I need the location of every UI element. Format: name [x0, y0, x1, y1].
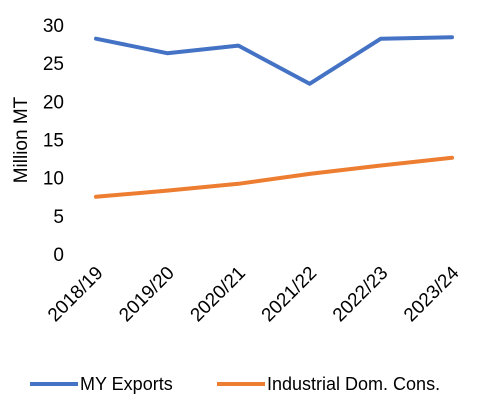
series-lines	[94, 35, 454, 199]
series-line-1	[94, 155, 454, 199]
x-tick-label: 2020/21	[187, 263, 250, 326]
x-tick-label: 2021/22	[258, 263, 321, 326]
y-tick-label: 0	[53, 245, 64, 266]
y-tick-label: 10	[43, 169, 64, 190]
x-tick-label: 2018/19	[44, 263, 107, 326]
x-tick-label: 2019/20	[115, 263, 178, 326]
y-axis-title: Million MT	[11, 96, 32, 183]
legend-label-0: MY Exports	[80, 374, 173, 394]
y-tick-label: 20	[43, 92, 64, 113]
y-tick-label: 15	[43, 131, 64, 152]
y-tick-label: 25	[43, 54, 64, 75]
x-tick-label: 2022/23	[329, 263, 392, 326]
legend: MY Exports Industrial Dom. Cons.	[30, 374, 440, 394]
x-tick-label: 2023/24	[400, 262, 464, 326]
y-tick-label: 30	[43, 16, 64, 37]
legend-label-1: Industrial Dom. Cons.	[267, 374, 440, 394]
series-line-0	[94, 35, 454, 86]
y-tick-label: 5	[53, 207, 64, 228]
x-axis-ticks: 2018/19 2019/20 2020/21 2021/22 2022/23 2023/…	[44, 262, 464, 326]
y-axis-ticks: 0 5 10 15 20 25 30	[43, 16, 64, 266]
